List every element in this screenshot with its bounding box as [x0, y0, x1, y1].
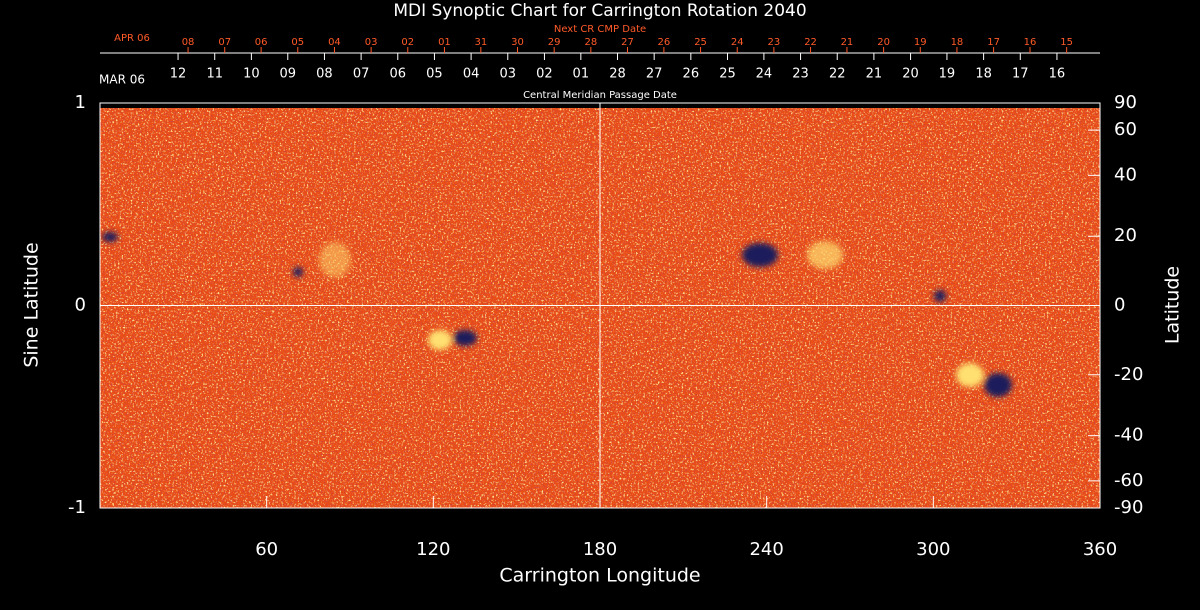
- y2-tick-label: -90: [1114, 497, 1143, 518]
- date-tick-label: 20: [877, 37, 890, 48]
- x-axis-label: Carrington Longitude: [499, 565, 700, 587]
- date-tick-label: 12: [170, 67, 187, 82]
- date-tick-label: 11: [206, 67, 223, 82]
- date-tick-label: 17: [987, 37, 1000, 48]
- date-axis-title: Central Meridian Passage Date: [523, 90, 677, 101]
- y2-axis-label: Latitude: [1162, 266, 1184, 344]
- date-tick-label: 16: [1049, 67, 1066, 82]
- date-tick-label: 28: [609, 67, 626, 82]
- x-tick-label: 60: [255, 539, 278, 560]
- date-tick-label: 03: [500, 67, 517, 82]
- date-tick-label: 31: [474, 37, 487, 48]
- y2-tick-label: 60: [1114, 119, 1137, 140]
- date-tick-label: 24: [731, 37, 744, 48]
- date-tick-label: 25: [694, 37, 707, 48]
- date-tick-label: 01: [438, 37, 451, 48]
- x-tick-label: 180: [583, 539, 617, 560]
- date-tick-label: 28: [584, 37, 597, 48]
- x-tick-label: 300: [916, 539, 950, 560]
- date-tick-label: 15: [1060, 37, 1073, 48]
- date-tick-label: 07: [218, 37, 231, 48]
- y2-tick-label: -60: [1114, 470, 1143, 491]
- y-tick-label: 1: [75, 92, 86, 113]
- date-tick-label: 26: [658, 37, 671, 48]
- y2-tick-label: 0: [1114, 295, 1125, 316]
- y-tick-label: -1: [68, 497, 86, 518]
- date-tick-label: 27: [646, 67, 663, 82]
- date-tick-label: 25: [719, 67, 736, 82]
- date-tick-label: 18: [975, 67, 992, 82]
- date-tick-label: 09: [280, 67, 297, 82]
- x-tick-label: 120: [416, 539, 450, 560]
- date-tick-label: 05: [426, 67, 443, 82]
- date-tick-label: 23: [792, 67, 809, 82]
- date-tick-label: 02: [536, 67, 553, 82]
- date-tick-label: 26: [683, 67, 700, 82]
- date-tick-label: 02: [401, 37, 414, 48]
- date-tick-label: 18: [951, 37, 964, 48]
- date-tick-label: 22: [829, 67, 846, 82]
- date-tick-label: 29: [548, 37, 561, 48]
- x-tick-label: 360: [1083, 539, 1117, 560]
- y2-tick-label: 90: [1114, 92, 1137, 113]
- date-tick-label: 24: [756, 67, 773, 82]
- date-start-label: APR 06: [114, 33, 150, 44]
- y2-tick-label: -40: [1114, 425, 1143, 446]
- date-tick-label: 04: [328, 37, 341, 48]
- date-tick-label: 30: [511, 37, 524, 48]
- y-axis-label: Sine Latitude: [21, 242, 43, 367]
- date-tick-label: 22: [804, 37, 817, 48]
- date-axis-title: Next CR CMP Date: [554, 24, 646, 35]
- date-tick-label: 04: [463, 67, 480, 82]
- date-tick-label: 17: [1012, 67, 1029, 82]
- date-tick-label: 06: [390, 67, 407, 82]
- date-tick-label: 10: [243, 67, 260, 82]
- date-tick-label: 23: [768, 37, 781, 48]
- date-start-label: MAR 06: [99, 73, 145, 87]
- date-tick-label: 03: [365, 37, 378, 48]
- y2-tick-label: 20: [1114, 225, 1137, 246]
- date-tick-label: 16: [1024, 37, 1037, 48]
- date-tick-label: 08: [182, 37, 195, 48]
- chart-title: MDI Synoptic Chart for Carrington Rotati…: [393, 1, 806, 21]
- date-tick-label: 20: [902, 67, 919, 82]
- date-tick-label: 05: [291, 37, 304, 48]
- y2-tick-label: 40: [1114, 164, 1137, 185]
- date-tick-label: 21: [866, 67, 883, 82]
- date-tick-label: 01: [573, 67, 590, 82]
- date-tick-label: 08: [316, 67, 333, 82]
- y2-tick-label: -20: [1114, 364, 1143, 385]
- date-tick-label: 19: [939, 67, 956, 82]
- date-tick-label: 27: [621, 37, 634, 48]
- y-tick-label: 0: [75, 295, 86, 316]
- date-tick-label: 06: [255, 37, 268, 48]
- x-tick-label: 240: [749, 539, 783, 560]
- date-tick-label: 19: [914, 37, 927, 48]
- date-tick-label: 21: [841, 37, 854, 48]
- date-tick-label: 07: [353, 67, 370, 82]
